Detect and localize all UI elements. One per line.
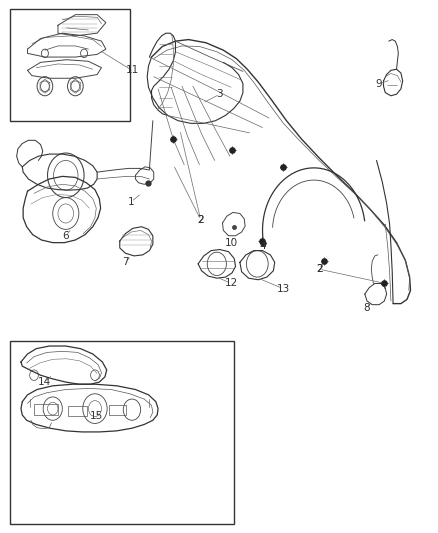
Text: 10: 10 [225,238,238,248]
Text: 2: 2 [198,215,204,225]
Text: 13: 13 [277,284,290,294]
Text: 15: 15 [90,411,103,421]
Text: 14: 14 [37,377,51,387]
Text: 8: 8 [363,303,369,313]
Bar [10,10,130,120]
Text: 1: 1 [128,197,134,207]
Text: 12: 12 [225,278,238,288]
Bar [67,407,87,416]
Text: 9: 9 [376,78,382,88]
Text: 3: 3 [216,89,223,99]
Text: 11: 11 [125,66,138,75]
Text: 4: 4 [259,241,266,252]
Bar [110,406,126,415]
Text: 7: 7 [122,257,129,267]
Text: 2: 2 [198,215,204,225]
Bar [34,405,58,415]
Bar [10,341,234,523]
Text: 2: 2 [316,264,322,274]
Text: 2: 2 [316,264,322,274]
Text: 6: 6 [63,231,69,241]
